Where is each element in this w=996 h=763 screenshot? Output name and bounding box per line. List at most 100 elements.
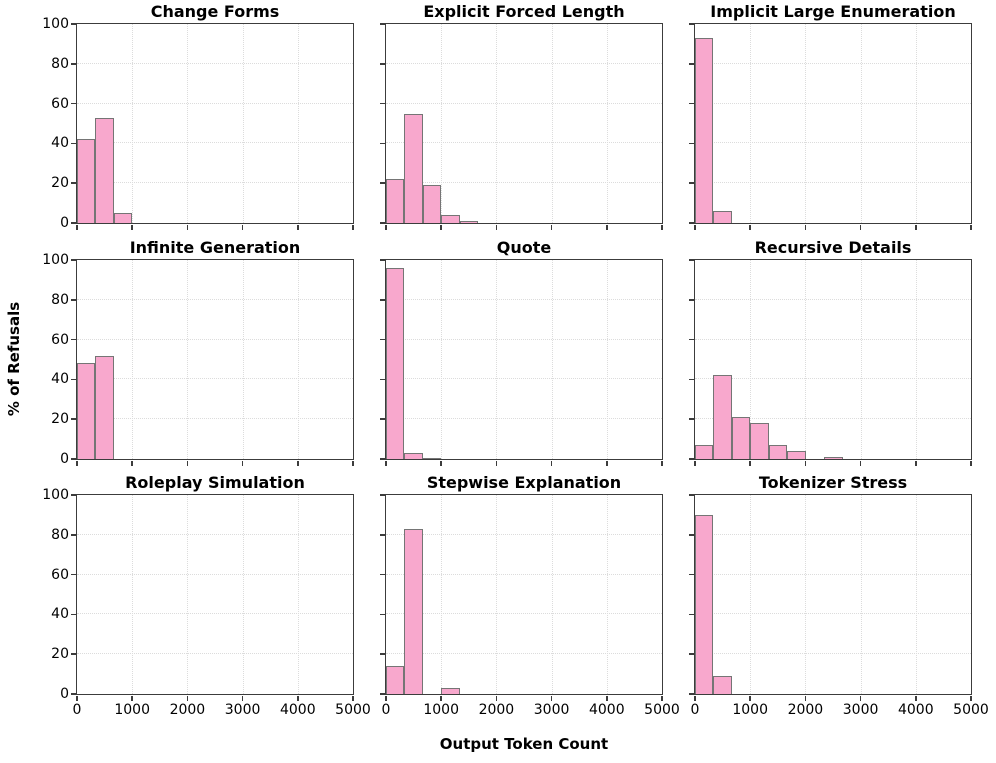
x-tick-mark	[297, 460, 299, 466]
x-tick-mark	[859, 695, 862, 701]
y-tick-mark	[688, 102, 694, 105]
y-tick-mark	[70, 182, 76, 184]
gridline-vertical	[496, 24, 498, 223]
gridline-horizontal	[695, 102, 971, 104]
plot-area	[688, 494, 972, 701]
subplot-title: Change Forms	[150, 2, 280, 21]
y-tick-mark	[688, 182, 694, 184]
y-tick-mark	[379, 23, 385, 25]
gridline-horizontal	[386, 613, 662, 615]
subplot-title: Recursive Details	[754, 238, 912, 257]
y-tick-mark	[688, 494, 694, 496]
gridline-horizontal	[77, 653, 353, 655]
x-tick-label: 0	[72, 702, 82, 718]
y-tick-label: 40	[51, 371, 69, 388]
histogram-bar	[95, 355, 114, 459]
y-tick-mark	[379, 458, 385, 460]
y-tick-mark	[688, 378, 694, 381]
subplot-title: Explicit Forced Length	[423, 2, 625, 21]
subplot-implicit-large-enumeration: Implicit Large Enumeration	[688, 2, 972, 230]
plot-area	[70, 23, 354, 230]
histogram-bar	[404, 113, 423, 223]
y-tick-mark	[70, 102, 76, 105]
x-tick-mark	[297, 224, 299, 230]
y-tick-mark	[70, 613, 76, 616]
y-tick-label: 0	[60, 215, 69, 231]
x-tick-mark	[915, 224, 917, 230]
x-tick-mark	[352, 695, 354, 701]
gridline-horizontal	[77, 418, 353, 420]
x-tick-label: 1000	[423, 702, 459, 718]
subplot-recursive-details: Recursive Details	[688, 238, 972, 466]
histogram-bar	[768, 445, 788, 459]
histogram-bar	[713, 676, 732, 694]
x-tick-label: 2000	[787, 702, 824, 718]
histogram-bar	[404, 453, 423, 459]
y-tick-mark	[379, 63, 385, 65]
gridline-vertical	[496, 495, 498, 694]
y-tick-mark	[70, 259, 76, 261]
gridline-horizontal	[695, 338, 971, 340]
x-tick-mark	[606, 460, 608, 466]
gridline-horizontal	[386, 298, 662, 300]
x-tick-mark	[749, 460, 751, 466]
gridline-horizontal	[695, 62, 971, 64]
histogram-bar	[441, 215, 460, 223]
y-tick-label: 40	[51, 606, 69, 623]
x-tick-mark	[550, 224, 553, 230]
y-tick-mark	[379, 222, 385, 224]
gridline-vertical	[805, 495, 807, 694]
gridline-vertical	[915, 24, 917, 223]
gridline-vertical	[750, 24, 752, 223]
gridline-horizontal	[695, 298, 971, 300]
gridline-vertical	[606, 260, 608, 459]
gridline-horizontal	[77, 62, 353, 64]
gridline-horizontal	[386, 142, 662, 144]
x-tick-mark	[440, 224, 442, 230]
x-tick-mark	[131, 224, 133, 230]
x-tick-mark	[661, 695, 663, 701]
x-tick-mark	[495, 460, 498, 466]
subplot-title: Stepwise Explanation	[426, 473, 622, 492]
y-tick-mark	[70, 653, 76, 655]
gridline-vertical	[915, 495, 917, 694]
y-tick-label: 60	[51, 566, 69, 583]
histogram-bar	[386, 267, 405, 459]
y-tick-mark	[379, 693, 385, 695]
gridline-horizontal	[695, 418, 971, 420]
x-tick-mark	[241, 695, 244, 701]
y-tick-mark	[70, 338, 76, 341]
y-tick-mark	[379, 613, 385, 616]
gridline-vertical	[132, 495, 134, 694]
gridline-vertical	[496, 260, 498, 459]
y-tick-mark	[688, 418, 694, 420]
y-tick-label: 20	[51, 175, 69, 192]
y-tick-mark	[688, 693, 694, 695]
y-tick-label: 40	[51, 135, 69, 152]
histogram-bar	[422, 458, 442, 459]
x-tick-mark	[352, 460, 354, 466]
subplot-title: Roleplay Simulation	[125, 473, 305, 492]
y-tick-mark	[688, 534, 694, 536]
y-tick-mark	[70, 142, 76, 145]
x-tick-mark	[241, 460, 244, 466]
y-tick-mark	[379, 142, 385, 145]
y-axis-label: % of Refusals	[5, 301, 23, 417]
x-axis-label: Output Token Count	[439, 735, 609, 753]
gridline-vertical	[860, 495, 862, 694]
y-tick-mark	[379, 573, 385, 576]
gridline-vertical	[606, 495, 608, 694]
x-tick-mark	[495, 695, 498, 701]
x-tick-mark	[352, 224, 354, 230]
x-tick-mark	[385, 224, 387, 230]
gridline-horizontal	[695, 182, 971, 184]
histogram-bar	[77, 139, 96, 223]
gridline-vertical	[441, 260, 443, 459]
gridline-vertical	[860, 260, 862, 459]
y-tick-mark	[70, 299, 76, 301]
gridline-vertical	[132, 24, 134, 223]
x-tick-mark	[694, 695, 696, 701]
y-tick-mark	[70, 693, 76, 695]
gridline-horizontal	[695, 573, 971, 575]
y-tick-mark	[379, 299, 385, 301]
